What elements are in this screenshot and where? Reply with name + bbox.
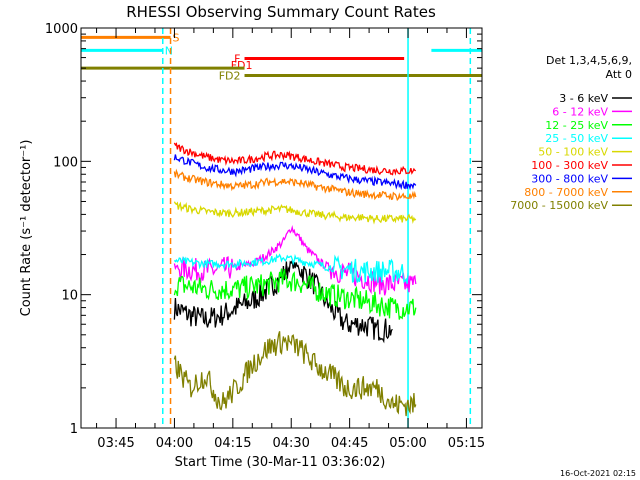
x-tick-label: 04:15 <box>214 436 251 451</box>
x-tick-label: 04:00 <box>156 436 193 451</box>
series-line <box>173 253 409 284</box>
series-line <box>173 201 417 225</box>
x-tick-label: 03:45 <box>97 436 134 451</box>
x-tick-label: 04:30 <box>272 436 309 451</box>
y-tick-label: 1 <box>70 422 78 437</box>
series-layer <box>173 142 417 417</box>
legend-label: 3 - 6 keV <box>559 92 608 105</box>
x-tick-label: 05:15 <box>448 436 485 451</box>
y-axis: 1 10 100 1000 <box>45 22 482 437</box>
series-line <box>173 258 393 344</box>
series-line <box>173 225 417 296</box>
legend-label: 7000 - 15000 keV <box>510 199 608 212</box>
vlines-layer <box>162 28 472 428</box>
flag-label: FD2 <box>219 70 241 83</box>
legend-label: 12 - 25 keV <box>545 119 608 132</box>
legend-title-line-1: Det 1,3,4,5,6,9, <box>546 54 632 67</box>
y-tick-label: 100 <box>53 155 78 170</box>
series-line <box>173 154 417 191</box>
series-line <box>173 268 417 320</box>
flag-label: N <box>165 44 173 57</box>
legend-label: 300 - 800 keV <box>531 172 608 185</box>
chart-title: RHESSI Observing Summary Count Rates <box>126 3 436 21</box>
x-tick-label: 04:45 <box>331 436 368 451</box>
x-tick-label: 05:00 <box>389 436 426 451</box>
legend-title-line-2: Att 0 <box>606 68 632 81</box>
legend-label: 50 - 100 keV <box>538 146 608 159</box>
y-tick-label: 10 <box>61 289 78 304</box>
legend-label: 800 - 7000 keV <box>524 186 608 199</box>
y-axis-label: Count Rate (s⁻¹ detector⁻¹) <box>19 140 34 317</box>
series-line <box>173 331 417 417</box>
legend-label: 100 - 300 keV <box>531 159 608 172</box>
series-line <box>173 168 417 202</box>
legend-label: 6 - 12 keV <box>552 105 608 118</box>
series-line <box>173 142 417 176</box>
plot-frame <box>80 27 483 429</box>
x-axis-label: Start Time (30-Mar-11 03:36:02) <box>175 455 386 470</box>
legend-label: 25 - 50 keV <box>545 132 608 145</box>
x-axis: 03:45 04:00 04:15 04:30 04:45 05:00 05:15 <box>96 28 485 451</box>
flag-label: F <box>234 53 240 66</box>
footer-timestamp: 16-Oct-2021 02:15 <box>560 469 636 478</box>
y-tick-label: 1000 <box>45 22 78 37</box>
flag-label: S <box>173 31 180 44</box>
